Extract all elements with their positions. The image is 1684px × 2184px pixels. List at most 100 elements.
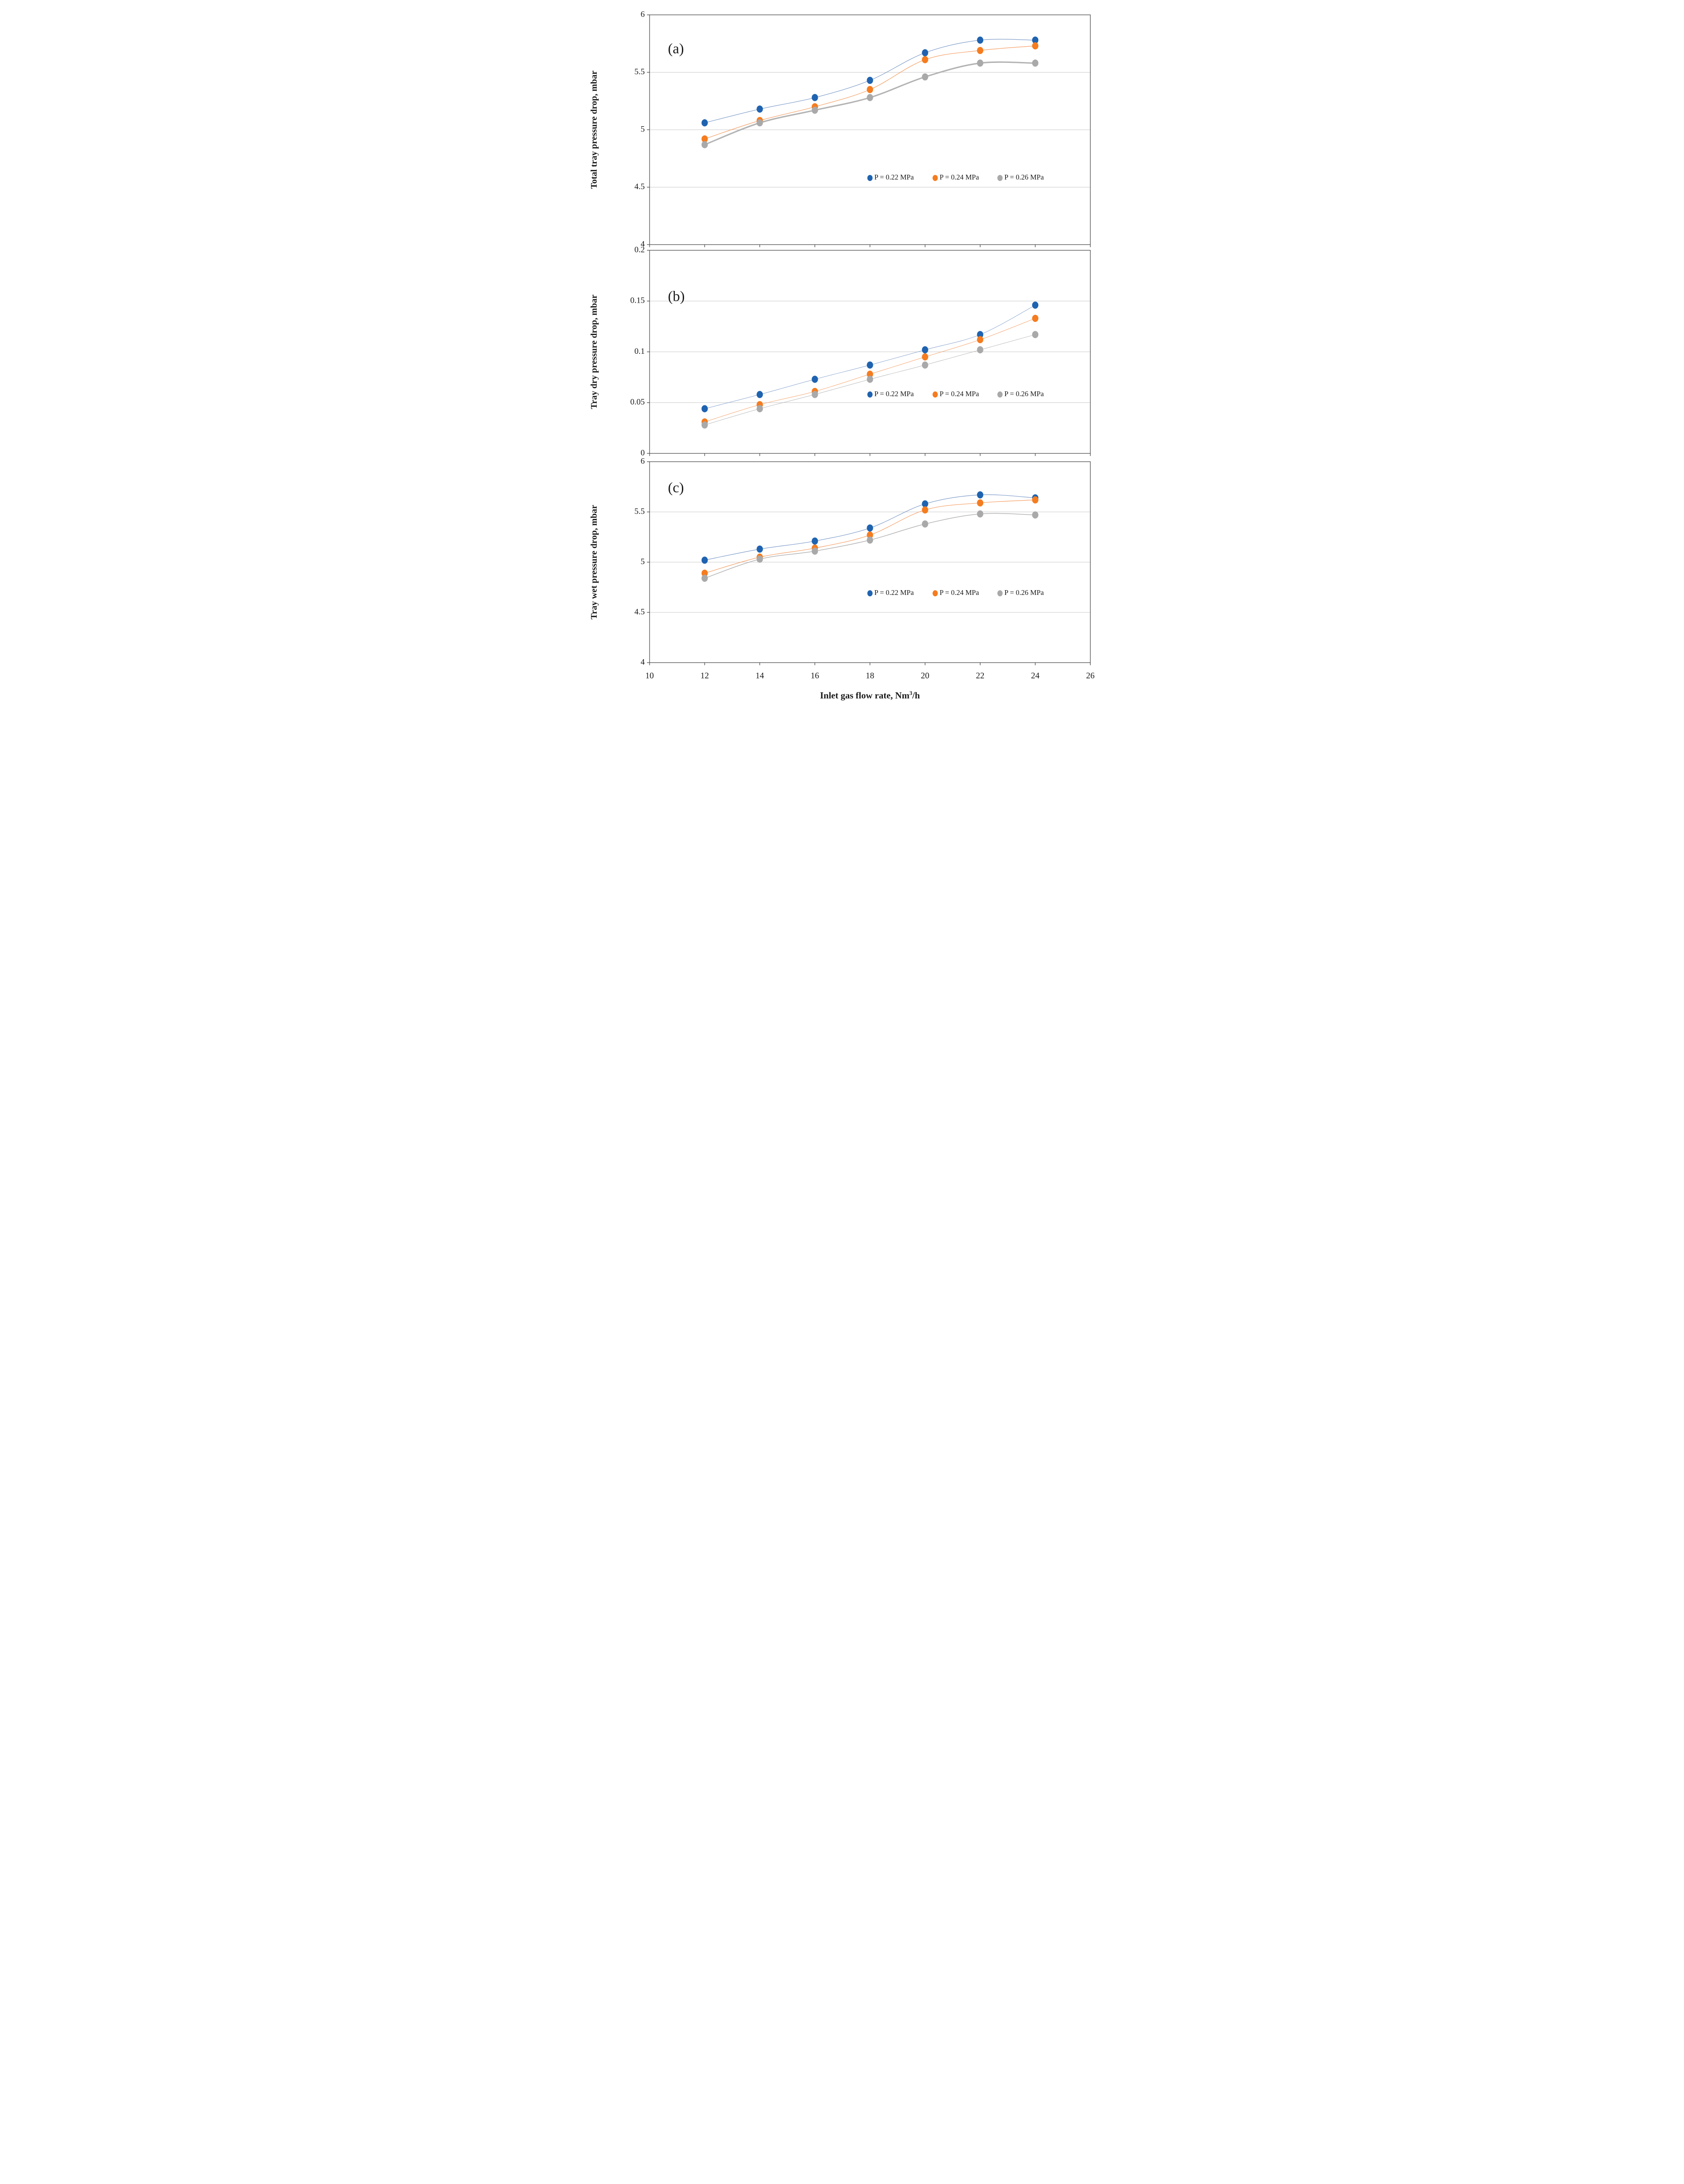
- data-point: [867, 370, 873, 378]
- panel-letter: (b): [668, 289, 685, 304]
- data-point: [977, 510, 983, 518]
- legend-marker-icon: [867, 590, 873, 597]
- y-tick-label: 4: [641, 657, 645, 667]
- data-point: [922, 346, 928, 354]
- data-point: [867, 76, 873, 84]
- data-point: [922, 73, 928, 81]
- data-point: [757, 545, 763, 553]
- x-tick-label: 24: [1031, 671, 1040, 681]
- legend-label: P = 0.26 MPa: [1004, 390, 1044, 398]
- legend-marker-icon: [932, 391, 938, 398]
- legend-background: [854, 387, 1049, 402]
- data-point: [867, 86, 873, 93]
- y-tick-label: 4: [641, 239, 645, 249]
- charts-canvas: 4 4.5 5 5.5 6 P = 0.22 MPa P = 0.24 MPa P = 0.2…: [589, 10, 1095, 701]
- data-point: [757, 119, 763, 127]
- x-axis-title-suffix: /h: [912, 690, 920, 701]
- chart-panel-c: 4 4.5 5 5.5 6 P = 0.22 MPa P = 0.24 MPa P = 0.2…: [589, 456, 1091, 667]
- data-point: [812, 547, 818, 555]
- data-point: [922, 56, 928, 63]
- legend-label: P = 0.22 MPa: [875, 390, 914, 398]
- data-point: [1032, 42, 1039, 50]
- chart-panel-a: 4 4.5 5 5.5 6 P = 0.22 MPa P = 0.24 MPa P = 0.2…: [589, 10, 1091, 249]
- data-point: [701, 556, 708, 564]
- data-point: [1032, 36, 1039, 44]
- data-point: [977, 336, 983, 343]
- data-point: [701, 141, 708, 149]
- data-point: [701, 405, 708, 412]
- y-tick-label: 0.15: [630, 296, 645, 305]
- x-axis-title-superscript: 3: [909, 690, 913, 696]
- data-point: [757, 555, 763, 563]
- x-tick-label: 22: [976, 671, 985, 681]
- y-axis-title: Tray dry pressure drop, mbar: [589, 294, 599, 409]
- data-point: [867, 531, 873, 539]
- plot-border: [649, 14, 1091, 245]
- y-tick-label: 5.5: [634, 507, 645, 516]
- x-tick-label: 20: [921, 671, 930, 681]
- x-tick-label: 26: [1086, 671, 1095, 681]
- y-tick-label: 5: [641, 124, 645, 134]
- data-point: [977, 47, 983, 54]
- data-point: [977, 36, 983, 44]
- x-tick-label: 16: [811, 671, 820, 681]
- data-point: [977, 499, 983, 507]
- y-tick-label: 6: [641, 456, 645, 466]
- data-point: [757, 105, 763, 113]
- data-point: [812, 390, 818, 398]
- data-point: [1032, 301, 1039, 309]
- legend-label: P = 0.22 MPa: [875, 588, 914, 597]
- x-axis: 10 12 14 16 18 20 22 24 26 Inlet gas flow rate, N…: [645, 671, 1095, 701]
- data-point: [757, 390, 763, 398]
- legend-label: P = 0.24 MPa: [940, 173, 979, 181]
- y-tick-label: 0.05: [630, 397, 645, 407]
- data-point: [1032, 314, 1039, 322]
- data-point: [977, 346, 983, 354]
- legend-marker-icon: [997, 175, 1003, 181]
- data-point: [867, 94, 873, 101]
- x-tick-label: 10: [645, 671, 654, 681]
- x-tick-label: 12: [700, 671, 709, 681]
- legend-label: P = 0.24 MPa: [940, 588, 979, 597]
- plot-border: [649, 461, 1091, 663]
- legend-marker-icon: [997, 590, 1003, 597]
- x-tick-label: 18: [866, 671, 875, 681]
- data-point: [701, 135, 708, 143]
- y-tick-label: 4.5: [634, 182, 645, 191]
- legend-label: P = 0.24 MPa: [940, 390, 979, 398]
- y-axis-title: Tray wet pressure drop, mbar: [589, 505, 599, 619]
- data-point: [922, 353, 928, 361]
- data-point: [867, 361, 873, 369]
- data-point: [1032, 331, 1039, 339]
- legend-marker-icon: [932, 175, 938, 181]
- legend-label: P = 0.26 MPa: [1004, 173, 1044, 181]
- data-point: [977, 59, 983, 67]
- legend-marker-icon: [867, 391, 873, 398]
- data-point: [812, 107, 818, 114]
- y-tick-label: 5.5: [634, 67, 645, 76]
- panel-letter: (c): [668, 480, 684, 496]
- y-tick-label: 0.2: [634, 245, 645, 254]
- y-axis-title: Total tray pressure drop, mbar: [589, 71, 599, 189]
- data-point: [701, 421, 708, 429]
- panel-letter: (a): [668, 41, 684, 57]
- data-point: [1032, 496, 1039, 504]
- legend-label: P = 0.22 MPa: [875, 173, 914, 181]
- data-point: [701, 570, 708, 577]
- y-tick-label: 4.5: [634, 607, 645, 616]
- data-point: [977, 491, 983, 499]
- data-point: [757, 405, 763, 412]
- x-axis-title-text: Inlet gas flow rate, Nm: [820, 690, 909, 701]
- y-tick-label: 0: [641, 448, 645, 457]
- data-point: [701, 574, 708, 582]
- data-point: [867, 376, 873, 383]
- legend-label: P = 0.26 MPa: [1004, 588, 1044, 597]
- legend-marker-icon: [932, 590, 938, 597]
- data-point: [812, 94, 818, 101]
- x-tick-label: 14: [756, 671, 764, 681]
- data-point: [1032, 511, 1039, 519]
- x-axis-title: Inlet gas flow rate, Nm3/h: [820, 690, 920, 701]
- data-point: [922, 520, 928, 528]
- data-point: [867, 524, 873, 532]
- data-point: [867, 536, 873, 544]
